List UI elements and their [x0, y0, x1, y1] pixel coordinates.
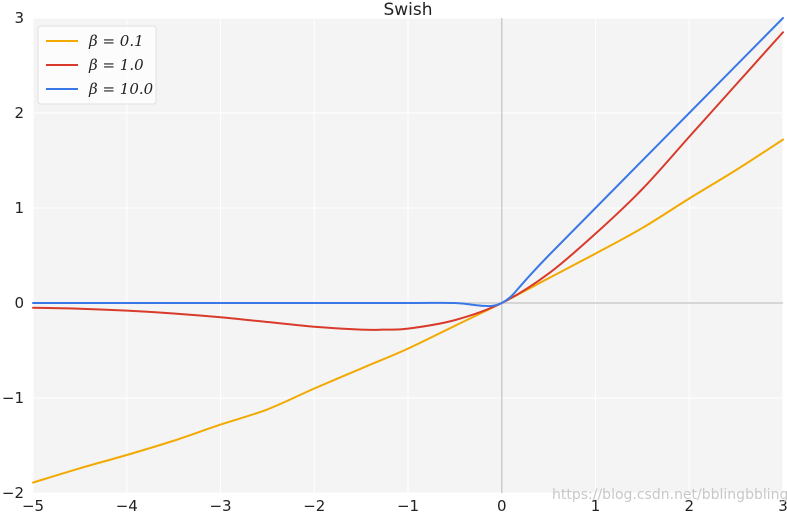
y-tick-label: 2	[14, 104, 24, 122]
watermark: https://blog.csdn.net/bblingbbling	[552, 487, 787, 503]
y-tick-label: 0	[14, 294, 24, 312]
legend-items: β = 0.1 β = 1.0 β = 10.0	[46, 32, 154, 98]
x-tick-label: 3	[778, 497, 787, 513]
x-tick-label: 0	[497, 497, 507, 513]
x-tick-label: 2	[684, 497, 694, 513]
series-line-1	[32, 138, 784, 484]
chart-title: Swish	[383, 0, 432, 20]
legend-label-1: β = 0.1	[88, 32, 144, 50]
legend-label-3: β = 10.0	[88, 80, 154, 98]
grid-layer	[32, 17, 784, 494]
x-tick-label: −1	[397, 497, 419, 513]
x-tick-label: −3	[209, 497, 231, 513]
legend-label-2: β = 1.0	[88, 56, 144, 74]
y-tick-label: −1	[2, 389, 24, 407]
series-line-2	[32, 31, 784, 331]
x-tick-label: −5	[22, 497, 44, 513]
x-tick-label: 1	[591, 497, 601, 513]
series-line-3	[32, 17, 784, 308]
y-tick-label: −2	[2, 484, 24, 502]
x-tick-label: −4	[116, 497, 138, 513]
y-tick-label: 1	[14, 199, 24, 217]
y-tick-label: 3	[14, 9, 24, 27]
legend-box	[37, 25, 157, 105]
series-layer	[32, 17, 784, 484]
tick-labels: −5 −4 −3 −2 −1 0 1 2 3 −2 −1 0 1 2 3	[2, 9, 787, 515]
x-tick-label: −2	[303, 497, 325, 513]
legend: β = 0.1 β = 1.0 β = 10.0	[37, 25, 157, 105]
